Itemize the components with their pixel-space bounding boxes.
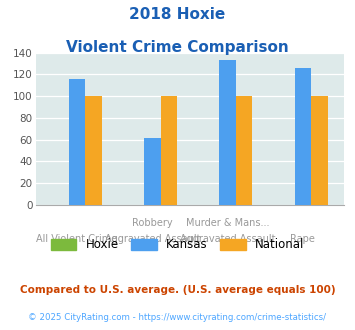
Text: All Violent Crime: All Violent Crime: [36, 234, 118, 244]
Bar: [219, 60, 236, 205]
Text: Aggravated Assault: Aggravated Assault: [180, 234, 275, 244]
Text: Compared to U.S. average. (U.S. average equals 100): Compared to U.S. average. (U.S. average …: [20, 285, 335, 295]
Bar: [144, 139, 160, 205]
Bar: [160, 96, 177, 205]
Bar: [85, 96, 102, 205]
Bar: [311, 96, 328, 205]
Bar: [295, 68, 311, 205]
Text: 2018 Hoxie: 2018 Hoxie: [129, 7, 226, 21]
Text: Rape: Rape: [290, 234, 315, 244]
Text: Aggravated Assault: Aggravated Assault: [104, 234, 200, 244]
Text: Violent Crime Comparison: Violent Crime Comparison: [66, 40, 289, 54]
Legend: Hoxie, Kansas, National: Hoxie, Kansas, National: [46, 234, 309, 256]
Bar: [236, 96, 252, 205]
Text: Murder & Mans...: Murder & Mans...: [186, 218, 269, 228]
Bar: [69, 79, 85, 205]
Text: © 2025 CityRating.com - https://www.cityrating.com/crime-statistics/: © 2025 CityRating.com - https://www.city…: [28, 314, 327, 322]
Text: Robbery: Robbery: [132, 218, 173, 228]
